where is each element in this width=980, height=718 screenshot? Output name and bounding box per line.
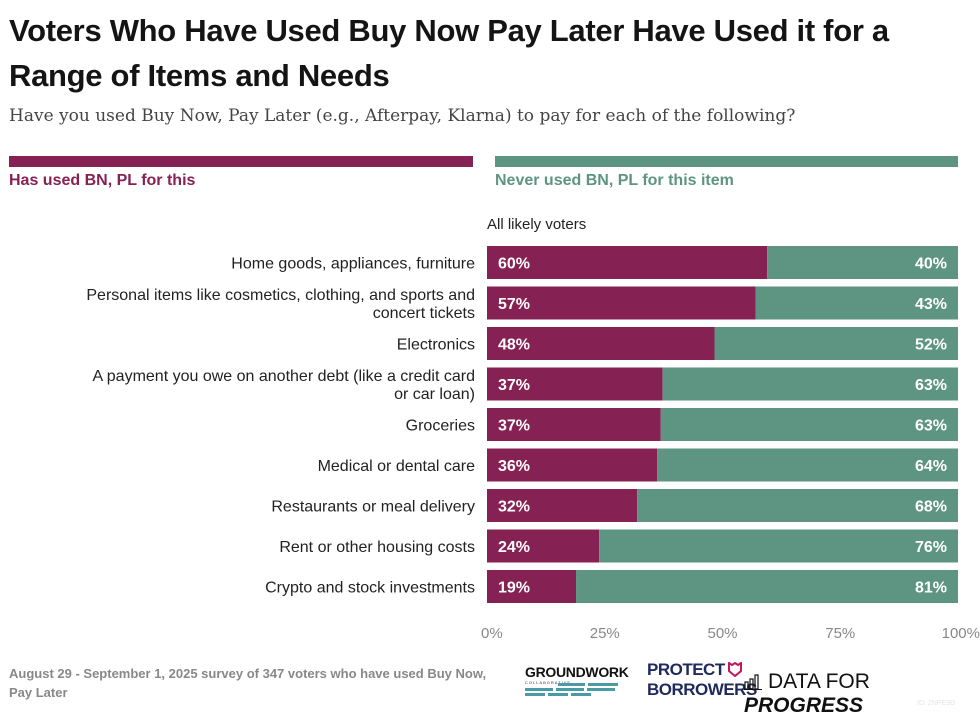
bar-never xyxy=(662,367,958,401)
chart-id: ID: 2NPE9D xyxy=(917,700,956,707)
protect-logo-line1: PROTECT xyxy=(647,660,725,679)
category-label: concert tickets xyxy=(373,305,475,322)
category-label: Electronics xyxy=(397,337,475,354)
category-label: Rent or other housing costs xyxy=(279,539,475,556)
value-label-never: 52% xyxy=(915,337,947,354)
value-label-used: 19% xyxy=(498,580,530,597)
bar-used xyxy=(487,327,715,360)
bar-never xyxy=(714,327,958,360)
bar-never xyxy=(599,529,958,563)
legend-swatch-used xyxy=(9,156,473,167)
category-label: A payment you owe on another debt (like … xyxy=(93,368,475,385)
value-label-used: 37% xyxy=(498,377,530,394)
x-tick-label: 0% xyxy=(481,625,503,642)
value-label-never: 40% xyxy=(915,256,947,273)
bar-used xyxy=(487,489,638,522)
value-label-used: 37% xyxy=(498,418,530,435)
bar-used xyxy=(487,570,577,603)
bar-used xyxy=(487,448,658,482)
bar-never xyxy=(767,246,958,279)
category-label: Personal items like cosmetics, clothing,… xyxy=(86,287,475,304)
value-label-never: 76% xyxy=(915,539,947,556)
protect-borrowers-logo: PROTECT BORROWERS xyxy=(647,660,757,700)
bar-used xyxy=(487,367,663,401)
category-label: or car loan) xyxy=(394,386,475,403)
legend-label-never: Never used BN, PL for this item xyxy=(495,172,734,189)
bar-never xyxy=(755,286,958,320)
legend-swatch-never xyxy=(495,156,958,167)
value-label-never: 68% xyxy=(915,499,947,516)
legend-label-used: Has used BN, PL for this xyxy=(9,172,196,189)
value-label-used: 36% xyxy=(498,458,530,475)
value-label-never: 64% xyxy=(915,458,947,475)
dfp-logo-text-bold: PROGRESS xyxy=(744,694,864,717)
group-label: All likely voters xyxy=(487,216,587,233)
value-label-used: 60% xyxy=(498,256,530,273)
value-label-used: 32% xyxy=(498,499,530,516)
groundwork-logo-subtext: COLLABORATIVE xyxy=(525,680,572,685)
stacked-bar-chart: 60% 40% Home goods, appliances, furniture 5… xyxy=(86,246,980,642)
bar-never xyxy=(660,408,958,441)
x-tick-label: 100% xyxy=(942,625,980,642)
category-label: Medical or dental care xyxy=(318,458,476,475)
value-label-used: 24% xyxy=(498,539,530,556)
x-tick-label: 75% xyxy=(825,625,855,642)
chart-subtitle: Have you used Buy Now, Pay Later (e.g., … xyxy=(9,106,796,126)
bar-never xyxy=(637,489,958,522)
category-label: Crypto and stock investments xyxy=(265,580,475,597)
bar-never xyxy=(576,570,958,603)
value-label-never: 63% xyxy=(915,418,947,435)
category-label: Restaurants or meal delivery xyxy=(271,499,475,516)
value-label-used: 57% xyxy=(498,296,530,313)
chart-title: Voters Who Have Used Buy Now Pay Later H… xyxy=(9,13,889,93)
bar-chart-icon xyxy=(744,674,762,690)
bar-never xyxy=(657,448,958,482)
x-tick-label: 25% xyxy=(590,625,620,642)
bar-used xyxy=(487,529,600,563)
shield-icon xyxy=(727,662,742,677)
protect-logo-line2: BORROWERS xyxy=(647,680,757,699)
bar-used xyxy=(487,286,756,320)
bar-used xyxy=(487,246,768,279)
bar-used xyxy=(487,408,661,441)
value-label-never: 63% xyxy=(915,377,947,394)
groundwork-logo-text: GROUNDWORK xyxy=(525,664,629,680)
dfp-logo-text: DATA FOR xyxy=(768,670,870,693)
groundwork-logo: GROUNDWORK COLLABORATIVE xyxy=(525,664,629,696)
value-label-never: 43% xyxy=(915,296,947,313)
category-label: Home goods, appliances, furniture xyxy=(231,256,475,273)
value-label-used: 48% xyxy=(498,337,530,354)
x-tick-label: 50% xyxy=(707,625,737,642)
category-label: Groceries xyxy=(406,418,475,435)
value-label-never: 81% xyxy=(915,580,947,597)
survey-footnote: August 29 - September 1, 2025 survey of … xyxy=(9,666,487,700)
